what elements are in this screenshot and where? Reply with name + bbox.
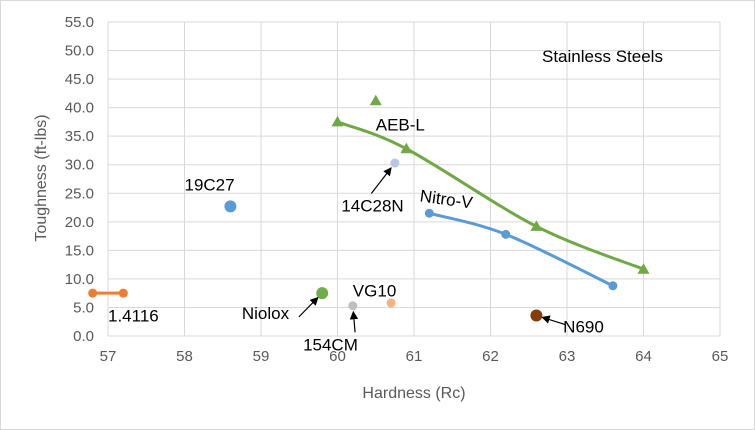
1-4116-label: 1.4116 [108, 307, 159, 326]
niolox-label: Niolox [242, 304, 290, 323]
x-tick-label: 61 [406, 348, 423, 365]
y-tick-label: 15.0 [65, 242, 94, 259]
niolox-point [316, 287, 329, 300]
y-axis-title: Toughness (ft-lbs) [33, 114, 50, 241]
154cm-arrow [349, 310, 359, 333]
nitro-v-point [424, 208, 434, 218]
19c27-point [224, 200, 237, 213]
y-tick-label: 10.0 [65, 271, 94, 288]
154cm-point [348, 301, 358, 311]
aeb-l-point [637, 263, 650, 274]
aeb-l-outlier-point [369, 94, 382, 106]
x-tick-label: 62 [482, 348, 499, 365]
series-layer [88, 94, 650, 322]
chart-title: Stainless Steels [542, 47, 663, 66]
y-tick-label: 50.0 [65, 43, 94, 60]
y-tick-label: 0.0 [73, 328, 94, 345]
x-tick-label: 58 [176, 348, 193, 365]
vg10-label: VG10 [353, 282, 396, 301]
14c28n-arrow [370, 167, 392, 194]
y-tick-label: 40.0 [65, 100, 94, 117]
nitro-v-point [501, 229, 511, 239]
nitro-v-point [608, 281, 618, 291]
aeb-l-point [331, 115, 344, 127]
x-tick-label: 65 [712, 348, 729, 365]
1-4116-point [118, 288, 128, 298]
aeb-l-label: AEB-L [376, 115, 425, 134]
tick-layer: 57 58 59 60 61 62 63 64 65 0.0 5.0 10.0 15.0 20.0 25.0… [65, 14, 729, 365]
x-tick-label: 57 [100, 348, 117, 365]
n690-label: N690 [563, 318, 604, 337]
y-tick-label: 25.0 [65, 185, 94, 202]
y-tick-label: 30.0 [65, 157, 94, 174]
nitro-v-label: Nitro-V [419, 186, 475, 212]
y-tick-label: 55.0 [65, 14, 94, 31]
y-tick-label: 45.0 [65, 71, 94, 88]
niolox-arrow [298, 296, 319, 318]
n690-point [530, 309, 543, 322]
y-tick-label: 5.0 [73, 299, 94, 316]
x-tick-label: 63 [559, 348, 576, 365]
y-tick-label: 20.0 [65, 214, 94, 231]
14c28n-point [390, 158, 400, 168]
grid-layer [107, 21, 721, 337]
aeb-l-point [530, 220, 543, 231]
aeb-l-point [400, 142, 413, 154]
annotation-layer: AEB-L Nitro-V 1.4116 19C27 14C28N Niolox 154CM… [108, 115, 604, 354]
14c28n-label: 14C28N [341, 197, 403, 216]
1-4116-point [88, 288, 98, 298]
x-axis-title: Hardness (Rc) [362, 385, 465, 402]
nitro-v-line [427, 211, 615, 288]
n690-arrow [541, 315, 566, 326]
x-tick-label: 64 [635, 348, 652, 365]
154cm-label: 154CM [303, 335, 358, 354]
x-tick-label: 60 [329, 348, 346, 365]
x-tick-label: 59 [253, 348, 270, 365]
aeb-l-line [336, 120, 645, 271]
19c27-label: 19C27 [185, 175, 235, 194]
vg10-point [386, 298, 396, 308]
y-tick-label: 35.0 [65, 128, 94, 145]
